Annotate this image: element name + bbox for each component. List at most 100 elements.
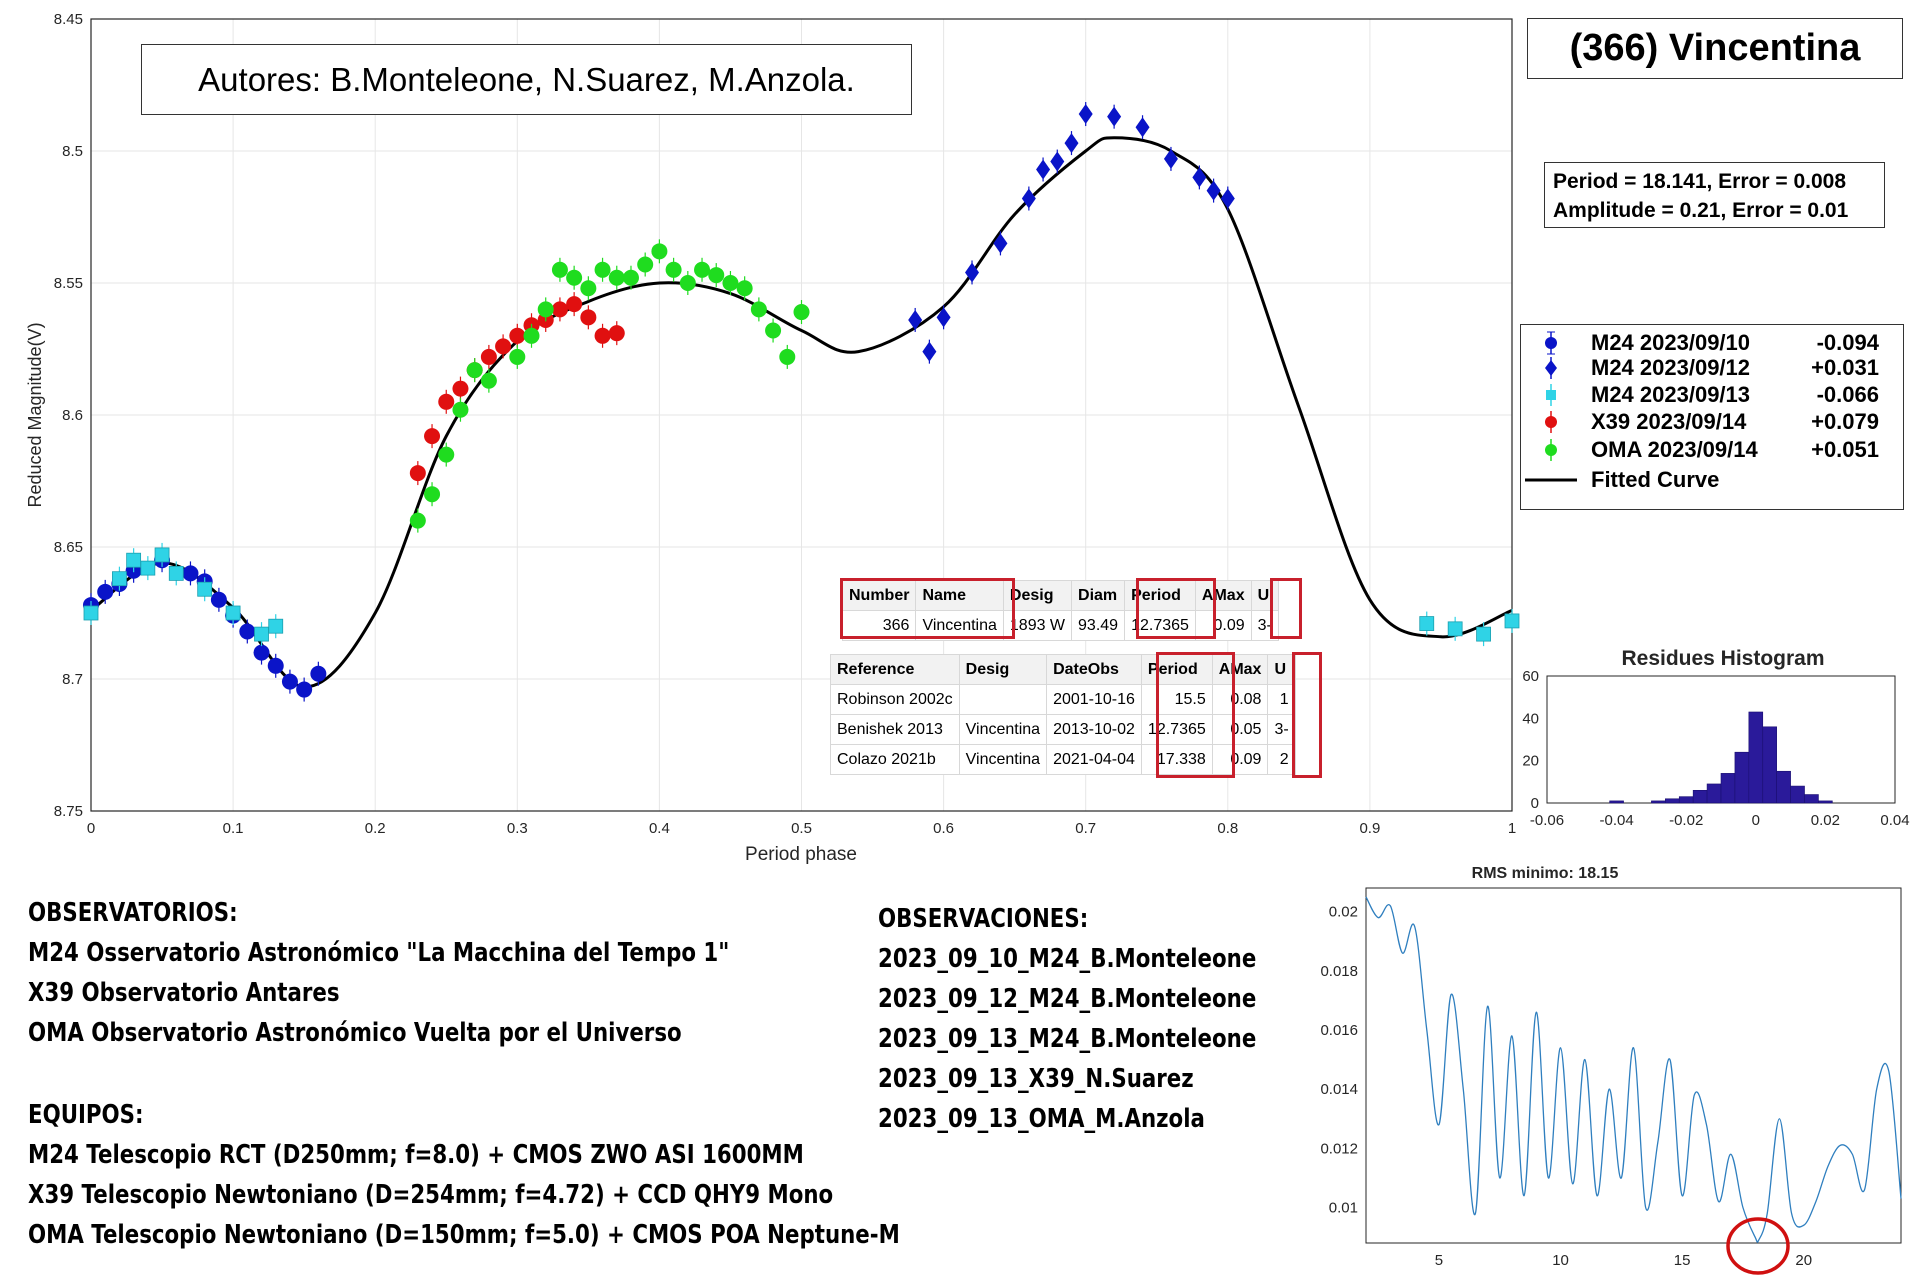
main-x-tick-label: 1 <box>1508 820 1516 837</box>
data-point <box>424 486 441 503</box>
legend-count: 58 <box>1879 355 1913 381</box>
legend-marker-circle-red <box>1521 407 1591 437</box>
rms-x-tick-label: 20 <box>1795 1252 1812 1269</box>
table-header-cell: Reference <box>830 654 960 685</box>
rms-minimum-circle <box>1726 1217 1790 1275</box>
data-point <box>594 261 611 278</box>
data-point <box>708 267 725 284</box>
data-point <box>140 560 156 576</box>
hist-bar <box>1776 770 1791 804</box>
rms-y-tick-label: 0.014 <box>1320 1081 1358 1098</box>
table-row: Colazo 2021b Vincentina 2021-04-04 17.33… <box>830 744 1296 775</box>
rms-y-tick-label: 0.018 <box>1320 963 1358 980</box>
main-x-tick-label: 0.2 <box>365 820 386 837</box>
data-point <box>267 657 284 674</box>
data-point <box>126 552 142 568</box>
table-header-cell: Name <box>915 580 1004 611</box>
observacion-line: 2023_09_13_X39_N.Suarez <box>878 1064 1194 1094</box>
legend-row-x39-0914: X39 2023/09/14 +0.079 37 <box>1521 407 1913 437</box>
hist-x-tick-label: 0.02 <box>1811 812 1840 829</box>
legend-marker-circle-blue <box>1521 328 1591 358</box>
amplitude-line: Amplitude = 0.21, Error = 0.01 <box>1553 199 1849 222</box>
table-header-cell: Desig <box>958 654 1048 685</box>
authors-box: Autores: B.Monteleone, N.Suarez, M.Anzol… <box>141 44 912 115</box>
main-x-tick-label: 0.4 <box>649 820 670 837</box>
table-header-cell: U <box>1267 654 1296 685</box>
legend: M24 2023/09/10 -0.094 39 M24 2023/09/12 … <box>1520 324 1904 510</box>
hist-bar <box>1665 798 1680 804</box>
legend-offset: +0.051 <box>1811 437 1879 462</box>
rms-x-tick-label: 15 <box>1674 1252 1691 1269</box>
data-point <box>1064 133 1079 154</box>
data-point <box>551 261 568 278</box>
data-point <box>580 280 597 297</box>
object-name: (366) Vincentina <box>1569 27 1861 69</box>
data-point <box>83 605 99 621</box>
authors-text: Autores: B.Monteleone, N.Suarez, M.Anzol… <box>198 60 855 98</box>
table-header-cell: DateObs <box>1046 654 1142 685</box>
data-point <box>210 591 227 608</box>
legend-row-m24-0912: M24 2023/09/12 +0.031 58 <box>1521 353 1913 383</box>
legend-offset: +0.031 <box>1811 355 1879 380</box>
table-header-cell: AMax <box>1211 654 1269 685</box>
main-x-tick-label: 0.7 <box>1075 820 1096 837</box>
main-y-tick-label: 8.45 <box>54 11 83 28</box>
data-point <box>537 301 554 318</box>
observatorio-line: OMA Observatorio Astronómico Vuelta por … <box>28 1018 682 1048</box>
data-point <box>1107 106 1122 127</box>
hist-bar <box>1748 711 1764 804</box>
data-point <box>1206 180 1221 201</box>
hist-x-tick-label: -0.06 <box>1530 812 1564 829</box>
data-point <box>239 623 256 640</box>
hist-bar <box>1790 785 1805 804</box>
data-point <box>409 512 426 529</box>
data-point <box>594 327 611 344</box>
rms-title: RMS minimo: 18.15 <box>1472 865 1619 882</box>
table-header-cell: U <box>1250 580 1279 611</box>
table-cell: Vincentina <box>958 744 1048 775</box>
hist-bar <box>1818 800 1833 804</box>
table-cell: 3- <box>1267 714 1296 745</box>
observacion-line: 2023_09_13_M24_B.Monteleone <box>878 1024 1257 1054</box>
equipo-line: OMA Telescopio Newtoniano (D=150mm; f=5.… <box>28 1220 900 1250</box>
highlight-u-2 <box>1292 652 1322 778</box>
data-point <box>750 301 767 318</box>
observacion-line: 2023_09_13_OMA_M.Anzola <box>878 1104 1205 1134</box>
data-point <box>182 565 199 582</box>
hist-bar <box>1734 751 1750 804</box>
rms-axes-box <box>1365 887 1902 1244</box>
data-point <box>1050 151 1065 172</box>
hist-bar <box>1720 773 1736 804</box>
legend-marker-line-black <box>1521 465 1591 495</box>
data-point <box>480 348 497 365</box>
data-point <box>1504 613 1520 629</box>
data-point <box>112 571 127 587</box>
data-point <box>268 618 284 634</box>
table-cell: 3- <box>1250 610 1279 641</box>
legend-name: M24 2023/09/12 <box>1591 355 1751 380</box>
legend-name: OMA 2023/09/14 <box>1591 437 1758 462</box>
main-y-tick-label: 8.6 <box>62 407 83 424</box>
data-point <box>509 348 526 365</box>
data-point <box>495 338 512 355</box>
legend-row-oma-0914: OMA 2023/09/14 +0.051 73 <box>1521 435 1913 465</box>
legend-offset: +0.079 <box>1811 409 1879 434</box>
observaciones-title: OBSERVACIONES: <box>878 904 1089 934</box>
data-point <box>936 307 951 328</box>
table-header-cell: AMax <box>1194 580 1252 611</box>
highlight-u-1 <box>1270 578 1302 639</box>
data-point <box>665 261 682 278</box>
data-point <box>793 304 810 321</box>
main-xlabel: Period phase <box>745 844 857 865</box>
data-point <box>1476 626 1491 642</box>
period-line: Period = 18.141, Error = 0.008 <box>1553 170 1847 193</box>
observacion-line: 2023_09_10_M24_B.Monteleone <box>878 944 1257 974</box>
main-data-points <box>83 102 1520 702</box>
table-row: Robinson 2002c 2001-10-16 15.5 0.08 1 <box>830 684 1296 715</box>
legend-marker-square-cyan <box>1521 380 1591 410</box>
main-x-tick-label: 0.9 <box>1359 820 1380 837</box>
hist-bar <box>1678 796 1694 804</box>
data-point <box>608 325 625 342</box>
table-cell: Vincentina <box>915 610 1004 641</box>
data-point <box>254 626 269 642</box>
